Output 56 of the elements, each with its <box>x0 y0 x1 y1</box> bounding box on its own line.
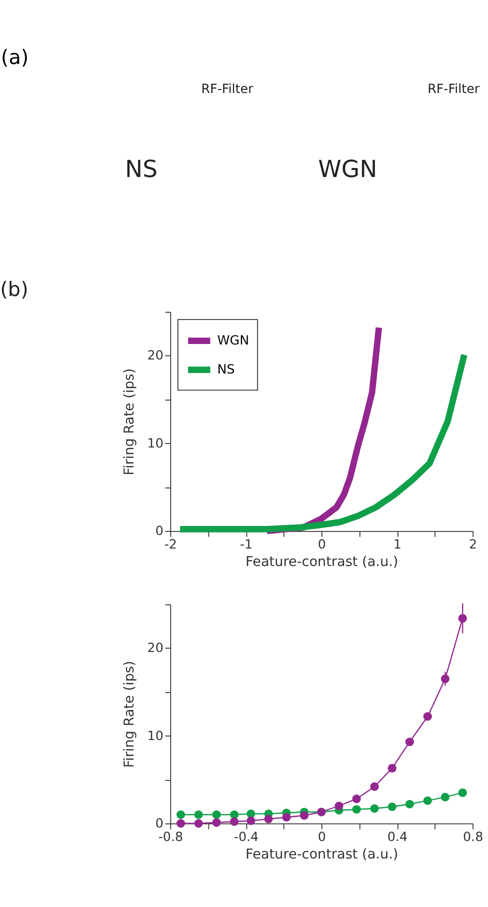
point <box>405 800 414 808</box>
point <box>246 816 256 826</box>
text: WGN <box>318 154 378 183</box>
x-tick-label: 0.4 <box>387 829 408 844</box>
x-tick-label: -1 <box>240 536 253 552</box>
point <box>212 810 221 819</box>
point <box>440 792 450 802</box>
point <box>440 674 450 684</box>
point <box>405 738 414 746</box>
point <box>194 819 203 828</box>
chart-title: (b) <box>0 278 28 302</box>
point <box>230 810 239 819</box>
text: (a) <box>0 46 29 69</box>
x-tick-label: -0.8 <box>158 829 184 844</box>
point <box>423 712 432 721</box>
point <box>352 805 361 814</box>
point <box>423 796 432 805</box>
x-tick-label: -0.4 <box>234 829 259 844</box>
point <box>388 802 396 812</box>
point <box>194 810 203 819</box>
x-tick-label: 1 <box>393 536 402 552</box>
x-axis-title: Feature-contrast (a.u.) <box>246 554 398 570</box>
y-axis-title: Firing Rate (ips) <box>122 660 138 768</box>
point <box>212 818 221 827</box>
x-tick-label: 0 <box>318 536 326 552</box>
y-tick-label: 20 <box>147 348 164 363</box>
point <box>458 788 467 798</box>
x-tick-label: 0.8 <box>462 829 484 844</box>
point <box>282 812 291 822</box>
y-tick-label: 20 <box>147 640 164 656</box>
point <box>388 764 396 772</box>
y-tick-label: 0 <box>155 815 164 830</box>
point <box>230 817 239 826</box>
point <box>334 802 344 810</box>
text: RF-Filter <box>428 80 480 96</box>
y-tick-label: 10 <box>147 435 164 450</box>
point <box>176 810 186 819</box>
point <box>264 814 273 824</box>
point <box>370 804 379 813</box>
point <box>370 782 379 791</box>
legend-label: WGN <box>217 332 250 348</box>
x-axis-title: Feature-contrast (a.u.) <box>246 846 398 862</box>
point <box>176 819 186 828</box>
text: NS <box>124 154 158 183</box>
point <box>300 811 309 820</box>
x-tick-label: -2 <box>164 536 177 552</box>
y-axis-title: Firing Rate (ips) <box>122 368 138 476</box>
text: RF-Filter <box>201 80 254 96</box>
point <box>458 614 467 623</box>
y-tick-label: 0 <box>155 523 164 538</box>
x-tick-label: 0 <box>318 829 326 844</box>
point <box>246 809 256 818</box>
y-tick-label: 10 <box>147 728 164 743</box>
point <box>352 794 361 804</box>
x-tick-label: 2 <box>469 536 478 552</box>
legend-label: NS <box>217 361 235 376</box>
